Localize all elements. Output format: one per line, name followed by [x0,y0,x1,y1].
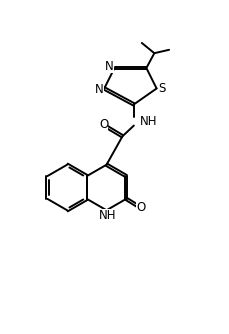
Text: N: N [95,83,104,96]
Text: N: N [105,60,114,73]
Text: O: O [99,118,108,131]
Text: S: S [158,82,165,95]
Text: O: O [136,201,145,214]
Text: NH: NH [140,115,158,128]
Text: NH: NH [99,209,116,222]
